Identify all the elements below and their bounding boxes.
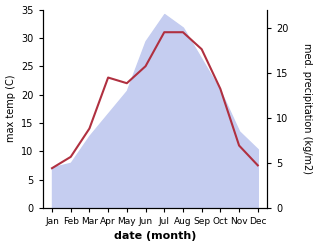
- Y-axis label: max temp (C): max temp (C): [5, 75, 16, 143]
- X-axis label: date (month): date (month): [114, 231, 196, 242]
- Y-axis label: med. precipitation (kg/m2): med. precipitation (kg/m2): [302, 43, 313, 174]
